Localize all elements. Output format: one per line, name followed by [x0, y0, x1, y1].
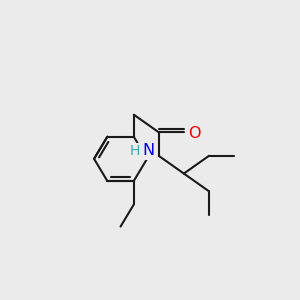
Text: N: N [142, 143, 154, 158]
Text: O: O [188, 126, 201, 141]
Text: H: H [130, 144, 140, 158]
